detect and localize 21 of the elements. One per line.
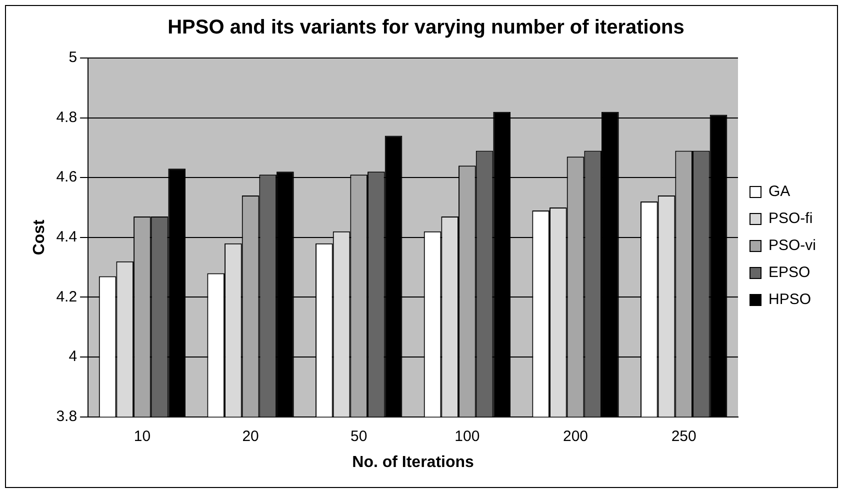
x-tick-label: 200 xyxy=(562,428,588,445)
y-tick-label: 4.6 xyxy=(56,168,78,186)
legend-label: EPSO xyxy=(768,264,810,282)
y-tick-label: 4.2 xyxy=(56,288,78,306)
x-tick-label: 10 xyxy=(134,428,151,445)
legend-label: PSO-fi xyxy=(768,210,813,228)
y-tick-label: 5 xyxy=(68,49,78,66)
x-tick-label: 50 xyxy=(350,428,368,445)
y-tick-label: 4.4 xyxy=(56,228,78,246)
y-tick-label: 3.8 xyxy=(56,408,78,425)
y-tick-label: 4 xyxy=(68,348,78,366)
legend-label: GA xyxy=(768,183,790,200)
legend-label: PSO-vi xyxy=(768,237,816,254)
y-axis-title: Cost xyxy=(31,218,48,256)
legend-label: HPSO xyxy=(768,291,812,308)
x-tick-label: 20 xyxy=(242,428,259,445)
x-axis-title: No. of Iterations xyxy=(352,454,474,471)
x-tick-label: 250 xyxy=(671,428,696,445)
chart-title: HPSO and its variants for varying number of iterations xyxy=(168,16,684,39)
y-tick-label: 4.8 xyxy=(56,108,78,126)
x-tick-label: 100 xyxy=(454,428,480,445)
